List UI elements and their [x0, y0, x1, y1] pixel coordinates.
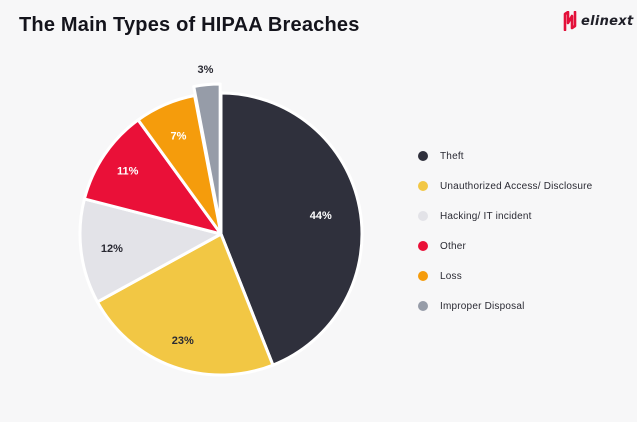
- legend-item: Hacking/ IT incident: [418, 210, 592, 222]
- legend-swatch: [418, 211, 428, 221]
- pie-slice-other: [82, 118, 223, 236]
- legend-item: Unauthorized Access/ Disclosure: [418, 180, 592, 192]
- legend-label: Loss: [440, 270, 462, 282]
- chart-title: The Main Types of HIPAA Breaches: [19, 14, 360, 36]
- legend-swatch: [418, 301, 428, 311]
- pie-slice-label: 12%: [101, 243, 123, 255]
- legend-swatch: [418, 271, 428, 281]
- pie-slice-label: 7%: [170, 131, 186, 143]
- legend-item: Theft: [418, 150, 592, 162]
- pie-slice-label: 44%: [310, 210, 332, 222]
- elinext-logo-icon: [563, 11, 577, 31]
- pie-slice-theft: [219, 91, 364, 367]
- legend-item: Loss: [418, 270, 592, 282]
- legend-swatch: [418, 181, 428, 191]
- legend-item: Other: [418, 240, 592, 252]
- legend-label: Hacking/ IT incident: [440, 210, 532, 222]
- pie-slice-improper-disposal: [192, 82, 222, 227]
- legend-item: Improper Disposal: [418, 300, 592, 312]
- legend-swatch: [418, 151, 428, 161]
- legend-swatch: [418, 241, 428, 251]
- legend-label: Other: [440, 240, 467, 252]
- pie-slice-unauthorized-access-disclosure: [95, 232, 275, 377]
- pie-slice-label: 23%: [172, 335, 194, 347]
- elinext-logo: elinext: [563, 11, 634, 31]
- chart-legend: Theft Unauthorized Access/ Disclosure Hack…: [418, 150, 592, 312]
- legend-label: Unauthorized Access/ Disclosure: [440, 180, 593, 192]
- pie-slice-hacking-it-incident: [78, 197, 223, 304]
- logo-text: elinext: [581, 13, 634, 29]
- pie-slice-label: 11%: [117, 166, 139, 178]
- legend-label: Improper Disposal: [440, 300, 525, 312]
- legend-label: Theft: [440, 150, 464, 162]
- pie-slice-label: 3%: [197, 64, 213, 76]
